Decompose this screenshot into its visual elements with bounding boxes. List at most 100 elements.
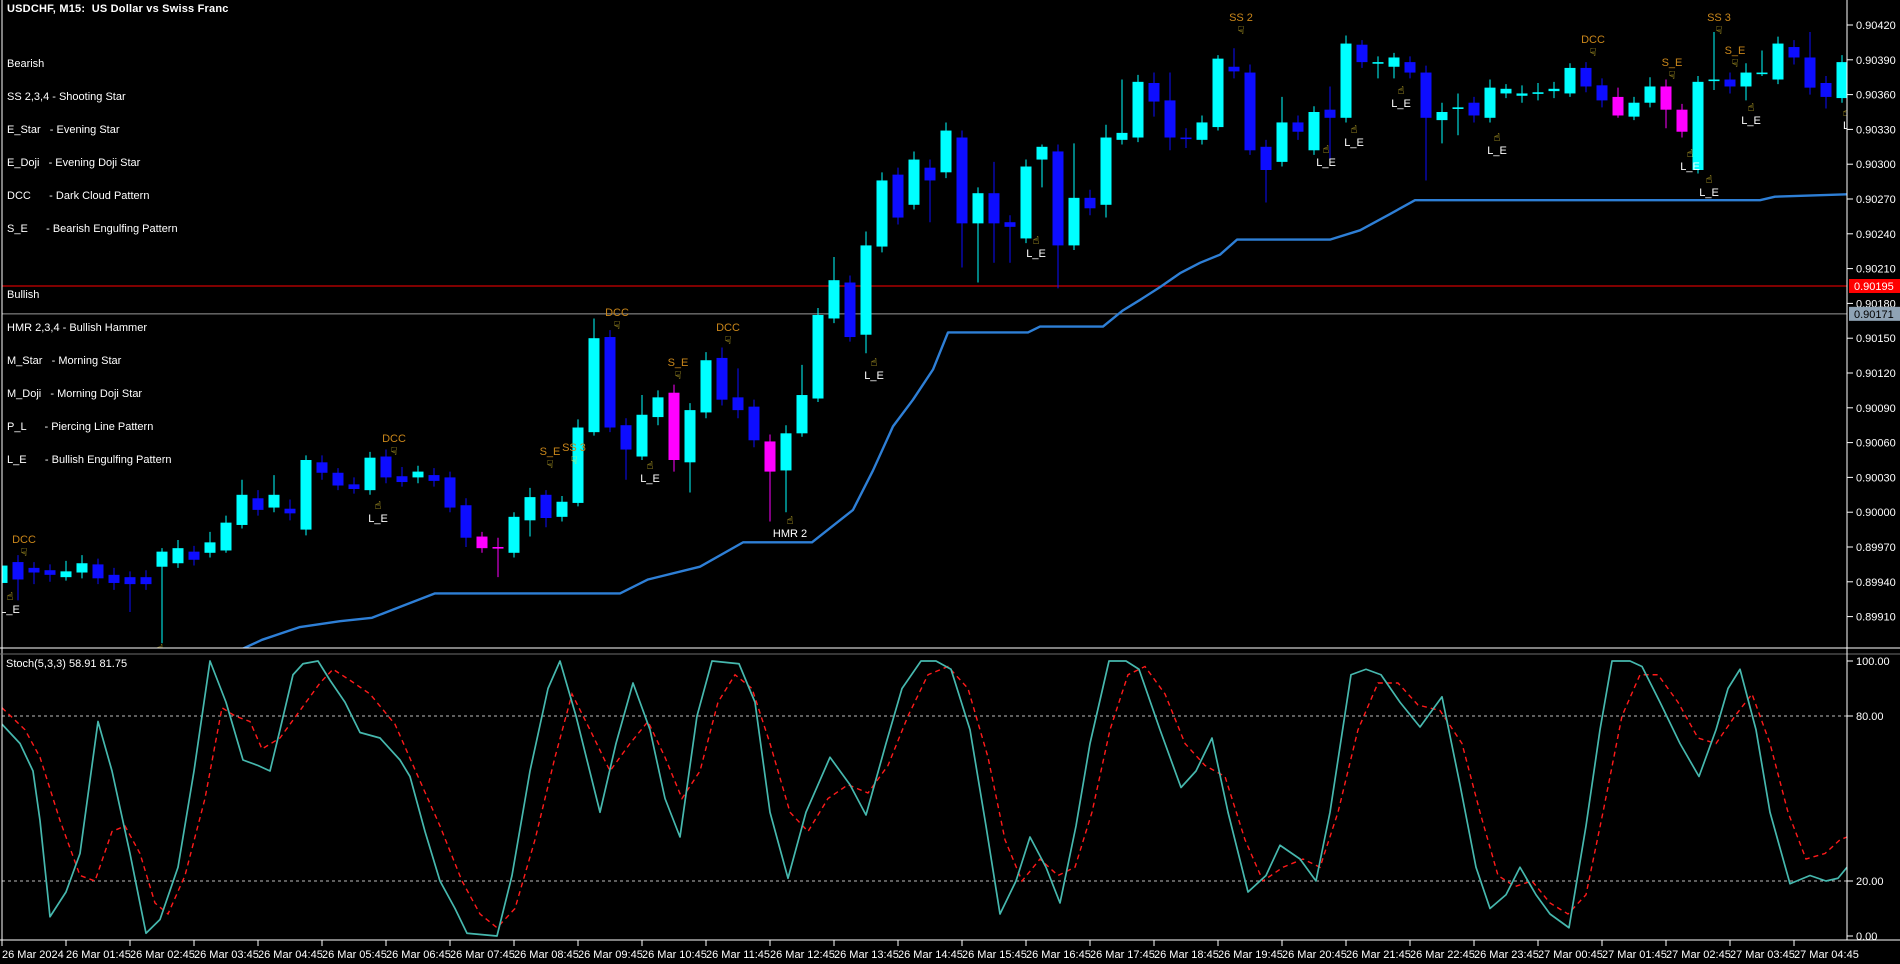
candle	[1596, 78, 1608, 108]
candle	[1164, 72, 1176, 151]
candle	[1436, 102, 1448, 144]
time-tick-label: 26 Mar 2024	[2, 949, 64, 961]
candle	[1004, 215, 1016, 263]
pattern-hand-icon: ☝	[1687, 147, 1694, 160]
pattern-hand-icon: ☟	[391, 445, 398, 458]
price-tick-label: 0.89970	[1856, 542, 1896, 554]
pattern-mark: DCC☟	[382, 433, 406, 458]
pattern-hand-icon: ☟	[1669, 69, 1676, 82]
candle	[220, 515, 232, 553]
pattern-mark: ☝	[157, 642, 164, 648]
pattern-mark: L_E☝	[1026, 234, 1046, 260]
candle	[1788, 40, 1800, 65]
pattern-hand-icon: ☟	[675, 369, 682, 382]
candle	[380, 449, 392, 484]
main-price-panel[interactable]: DCC☟L_E☝DCC☟L_E☝S_E☟SS 3☟DCC☟S_E☟DCC☟L_E…	[0, 12, 1849, 655]
candle	[636, 395, 648, 460]
svg-text:S_E: S_E	[1662, 57, 1683, 69]
stoch-tick-label: 20.00	[1856, 876, 1884, 888]
time-tick-label: 26 Mar 03:45	[194, 949, 259, 961]
pattern-mark: L_E☝	[1487, 131, 1507, 157]
pattern-mark: DCC☟	[716, 322, 740, 347]
pattern-hand-icon: ☝	[7, 590, 14, 603]
pattern-hand-icon: ☟	[21, 546, 28, 559]
svg-text:L_E: L_E	[1741, 115, 1761, 127]
price-tick-label: 0.89940	[1856, 577, 1896, 589]
pattern-hand-icon: ☝	[1351, 123, 1358, 136]
svg-text:DCC: DCC	[605, 307, 629, 319]
legend-line: P_L - Piercing Line Pattern	[7, 421, 154, 433]
price-tick-label: 0.90300	[1856, 159, 1896, 171]
candle	[1516, 85, 1528, 103]
candle	[1724, 72, 1736, 94]
time-tick-label: 26 Mar 23:45	[1474, 949, 1539, 961]
price-tick-label: 0.90120	[1856, 368, 1896, 380]
svg-text:L_E: L_E	[1026, 248, 1046, 260]
candle	[652, 390, 664, 426]
candle	[812, 308, 824, 402]
candle	[940, 122, 952, 179]
candle	[1692, 76, 1704, 174]
candle	[892, 167, 904, 225]
candle	[1340, 35, 1352, 123]
time-tick-label: 26 Mar 12:45	[770, 949, 835, 961]
pattern-mark: SS 2☟	[1229, 12, 1253, 37]
stoch-signal-line	[2, 665, 1847, 929]
candle	[796, 364, 808, 437]
stoch-axis[interactable]: 100.00 80.00 20.00 0.00	[1847, 656, 1890, 943]
candle	[908, 151, 920, 210]
time-axis[interactable]: 26 Mar 2024 26 Mar 01:45 26 Mar 02:45 26 Ma…	[1, 940, 1859, 961]
svg-text:S_E: S_E	[540, 446, 561, 458]
panel-splitter[interactable]	[0, 646, 1900, 656]
candle	[108, 567, 120, 590]
candle	[1644, 77, 1656, 108]
price-axis[interactable]: 0.90420 0.90390 0.90360 0.90330 0.90300 0.902…	[1847, 20, 1900, 624]
price-tick-label: 0.90390	[1856, 55, 1896, 67]
candle	[316, 455, 328, 480]
ask-price-box: 0.90195	[1849, 279, 1900, 293]
candle	[1468, 96, 1480, 123]
pattern-mark: L_E☝	[1316, 143, 1336, 169]
pattern-hand-icon: ☝	[647, 459, 654, 472]
candle	[1452, 93, 1464, 136]
candle	[1116, 79, 1128, 145]
pattern-mark: S_E☟	[668, 357, 689, 382]
candle	[1756, 50, 1768, 77]
candle	[1676, 103, 1688, 138]
pattern-marks-layer: DCC☟L_E☝DCC☟L_E☝S_E☟SS 3☟DCC☟S_E☟DCC☟L_E…	[2, 12, 1847, 648]
candle	[1660, 79, 1672, 129]
candle	[620, 418, 632, 480]
candle	[572, 419, 584, 507]
candle	[1548, 81, 1560, 99]
pattern-hand-icon: ☟	[1716, 24, 1723, 37]
candle	[1292, 115, 1304, 140]
time-tick-label: 27 Mar 03:45	[1730, 949, 1795, 961]
pattern-mark: L_E☝	[1680, 147, 1700, 173]
candle	[668, 384, 680, 472]
time-tick-label: 26 Mar 17:45	[1090, 949, 1155, 961]
candle	[1740, 63, 1752, 101]
candle	[1404, 56, 1416, 79]
stoch-tick-label: 80.00	[1856, 711, 1884, 723]
candle	[684, 403, 696, 493]
pattern-mark: L_E☝	[640, 459, 660, 485]
candle	[588, 318, 600, 436]
price-tick-label: 0.90030	[1856, 472, 1896, 484]
svg-text:L_E: L_E	[1680, 161, 1700, 173]
candle	[1372, 56, 1384, 79]
legend-line: E_Star - Evening Star	[7, 124, 120, 136]
candle	[828, 257, 840, 324]
time-tick-label: 26 Mar 10:45	[642, 949, 707, 961]
candle	[1772, 36, 1784, 85]
pattern-hand-icon: ☟	[725, 334, 732, 347]
pattern-mark: SS 3☟	[562, 442, 586, 467]
candle	[1244, 64, 1256, 155]
candle	[44, 564, 56, 582]
pattern-hand-icon: ☝	[787, 514, 794, 527]
pattern-mark: SS 3☟	[1707, 12, 1731, 37]
candle	[476, 531, 488, 553]
candle	[956, 130, 968, 268]
stochastic-panel[interactable]	[2, 660, 1847, 937]
pattern-hand-icon: ☝	[1748, 101, 1755, 114]
